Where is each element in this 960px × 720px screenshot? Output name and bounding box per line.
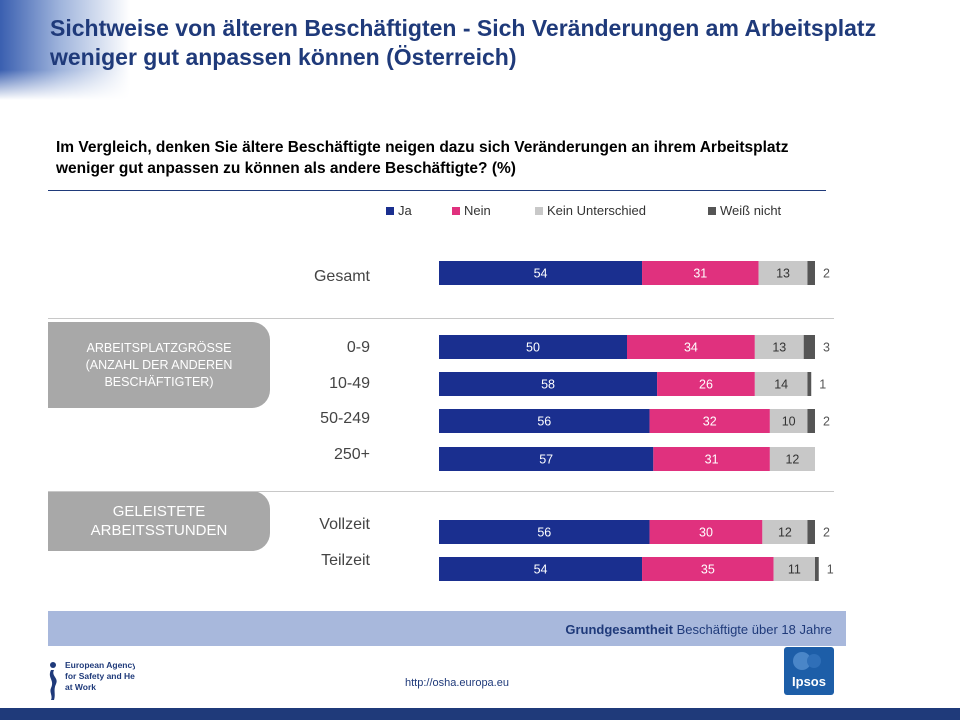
bar-kein-2 [754,372,808,396]
legend-label-weiss: Weiß nicht [720,203,782,218]
data-label-ja-2: 58 [541,378,555,392]
bar-ja-3 [439,409,650,433]
data-label-nein-5: 30 [699,526,713,540]
base-info-bar: Grundgesamtheit Beschäftigte über 18 Jah… [48,611,846,646]
bar-weiss-3 [807,409,815,433]
agency-line-2: for Safety and Health [65,671,135,681]
bar-kein-0 [758,261,808,285]
legend-label-ja: Ja [398,203,412,218]
legend-item-weiss: Weiß nicht [708,203,781,218]
question-text: Im Vergleich, denken Sie ältere Beschäft… [56,139,789,177]
row-label-teilzeit: Teilzeit [321,552,370,569]
data-label-weiss-1: 3 [823,341,830,355]
data-label-kein-0: 13 [776,267,790,281]
bar-nein-6 [642,557,774,581]
ipsos-logo: Ipsos [784,647,834,695]
bar-nein-5 [649,520,763,544]
data-label-ja-4: 57 [539,453,553,467]
question-divider [48,190,826,191]
bar-ja-6 [439,557,643,581]
osha-url-link[interactable]: http://osha.europa.eu [405,677,509,689]
bar-nein-2 [657,372,755,396]
row-label-50-249: 50-249 [320,410,370,427]
bar-weiss-1 [803,335,815,359]
base-label: Grundgesamtheit [565,622,673,637]
bar-weiss-2 [807,372,812,396]
data-label-nein-1: 34 [684,341,698,355]
data-label-weiss-6: 1 [827,563,834,577]
data-label-nein-2: 26 [699,378,713,392]
bar-nein-3 [649,409,770,433]
legend-swatch-ja [386,206,394,215]
group-label-arbeitsplatzgroesse: ARBEITSPLATZGRÖSSE (ANZAHL DER ANDEREN B… [85,340,233,389]
data-label-ja-6: 54 [534,563,548,577]
bar-ja-0 [439,261,643,285]
data-label-weiss-2: 1 [819,378,826,392]
group-pill-arbeitsplatzgroesse: ARBEITSPLATZGRÖSSE (ANZAHL DER ANDEREN B… [48,322,270,408]
data-label-kein-3: 10 [782,415,796,429]
ipsos-mark-icon [793,652,821,670]
bar-nein-1 [627,335,755,359]
data-label-weiss-3: 2 [823,415,830,429]
data-label-kein-2: 14 [774,378,788,392]
base-info-text: Grundgesamtheit Beschäftigte über 18 Jah… [565,622,832,637]
bar-kein-3 [769,409,808,433]
agency-line-3: at Work [65,682,96,692]
row-label-250plus: 250+ [333,446,370,463]
data-label-ja-0: 54 [534,267,548,281]
data-label-nein-3: 32 [703,415,717,429]
row-label-10-49: 10-49 [329,375,370,392]
bar-ja-2 [439,372,658,396]
data-label-nein-0: 31 [693,267,707,281]
bar-ja-1 [439,335,627,359]
ipsos-logo-text: Ipsos [792,674,826,689]
row-label-gesamt: Gesamt [313,268,370,285]
legend-item-ja: Ja [386,203,412,218]
data-label-nein-6: 35 [701,563,715,577]
header-fade [0,0,960,100]
eu-osha-logo: European Agency for Safety and Health at… [49,660,135,700]
bar-nein-4 [653,447,770,471]
data-label-ja-3: 56 [537,415,551,429]
group-separator-1 [48,318,834,319]
group-label-arbeitsstunden: GELEISTETE ARBEITSSTUNDEN [90,503,228,539]
legend-label-nein: Nein [464,203,491,218]
data-label-weiss-5: 2 [823,526,830,540]
bar-weiss-6 [815,557,819,581]
data-label-ja-1: 50 [526,341,540,355]
bar-weiss-5 [807,520,815,544]
row-label-vollzeit: Vollzeit [319,516,370,533]
bar-ja-4 [439,447,654,471]
bar-weiss-0 [807,261,815,285]
group-separator-2 [48,491,834,492]
agency-line-1: European Agency [65,660,135,670]
legend-swatch-weiss [708,206,716,215]
data-label-kein-1: 13 [772,341,786,355]
data-label-weiss-0: 2 [823,267,830,281]
page-title: Sichtweise von älteren Beschäftigten - S… [50,15,877,70]
row-label-0-9: 0-9 [346,339,370,356]
data-label-kein-4: 12 [785,453,799,467]
bar-ja-5 [439,520,650,544]
legend-swatch-nein [452,206,460,215]
group-pill-arbeitsstunden: GELEISTETE ARBEITSSTUNDEN [48,491,270,551]
data-label-kein-5: 12 [778,526,792,540]
base-value: Beschäftigte über 18 Jahre [676,622,832,637]
data-label-kein-6: 11 [788,563,801,577]
data-label-nein-4: 31 [705,453,719,467]
legend-item-nein: Nein [452,203,491,218]
data-label-ja-5: 56 [537,526,551,540]
bar-kein-1 [754,335,804,359]
legend-swatch-kein [535,206,543,215]
bar-kein-4 [769,447,815,471]
legend-label-kein: Kein Unterschied [547,203,646,218]
bar-kein-6 [773,557,815,581]
legend-item-kein: Kein Unterschied [535,203,646,218]
bar-kein-5 [762,520,808,544]
footer-bar [0,708,960,720]
bar-nein-0 [642,261,759,285]
